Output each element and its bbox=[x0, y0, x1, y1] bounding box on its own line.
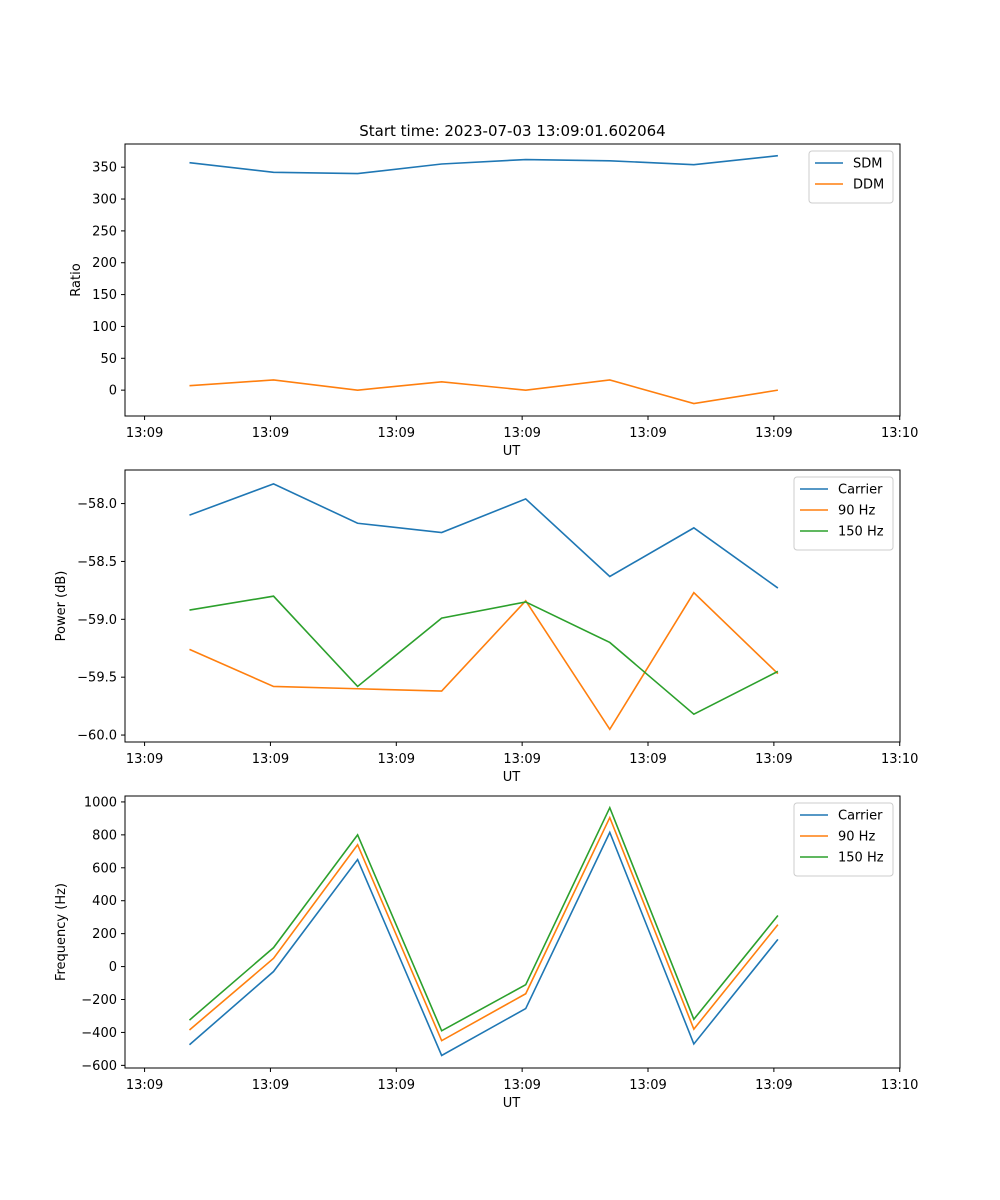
y-tick-label: 600 bbox=[92, 861, 117, 876]
x-axis-label: UT bbox=[503, 770, 521, 785]
y-tick-label: 150 bbox=[92, 288, 117, 303]
y-tick-label: 0 bbox=[109, 384, 117, 399]
x-tick-label: 13:10 bbox=[881, 1078, 918, 1093]
x-tick-label: 13:09 bbox=[503, 426, 540, 441]
legend-label: 90 Hz bbox=[838, 830, 875, 845]
axes-background bbox=[125, 144, 900, 416]
y-tick-label: 200 bbox=[92, 256, 117, 271]
y-tick-label: 50 bbox=[100, 352, 117, 367]
legend-frame bbox=[808, 150, 894, 204]
y-tick-label: 250 bbox=[92, 224, 117, 239]
y-tick-label: 200 bbox=[92, 927, 117, 942]
series-line-carrier bbox=[188, 830, 779, 1057]
x-tick-label: 13:09 bbox=[378, 1078, 415, 1093]
x-tick-label: 13:09 bbox=[503, 752, 540, 767]
x-tick-label: 13:10 bbox=[881, 752, 918, 767]
y-tick-label: −60.0 bbox=[77, 729, 117, 744]
figure-title: Start time: 2023-07-03 13:09:01.602064 bbox=[359, 122, 665, 140]
legend: Carrier 90 Hz 150 Hz bbox=[793, 476, 894, 551]
y-axis-label: Ratio bbox=[69, 263, 84, 296]
chart-1: 13:09 13:09 13:09 13:09 13:09 13:09 13:10 0 50 10… bbox=[69, 143, 918, 459]
y-tick-label: −58.0 bbox=[77, 497, 117, 512]
legend: SDM DDM bbox=[808, 150, 894, 204]
x-tick-label: 13:09 bbox=[755, 426, 792, 441]
legend-label: 150 Hz bbox=[838, 525, 884, 540]
x-tick-label: 13:09 bbox=[126, 1078, 163, 1093]
x-tick-label: 13:09 bbox=[378, 426, 415, 441]
y-tick-label: −200 bbox=[81, 993, 117, 1008]
y-tick-label: −59.5 bbox=[77, 671, 117, 686]
series-line-150-hz bbox=[189, 595, 779, 716]
x-tick-label: 13:09 bbox=[126, 752, 163, 767]
legend-label: SDM bbox=[853, 157, 882, 172]
y-tick-label: −58.5 bbox=[77, 555, 117, 570]
series-line-150-hz bbox=[188, 805, 779, 1032]
y-tick-label: −400 bbox=[81, 1026, 117, 1041]
x-tick-label: 13:09 bbox=[629, 426, 666, 441]
y-axis-label: Power (dB) bbox=[54, 571, 69, 642]
series-line-ddm bbox=[189, 379, 779, 405]
x-tick-label: 13:09 bbox=[755, 752, 792, 767]
axes-frame bbox=[124, 143, 901, 417]
legend-label: 90 Hz bbox=[838, 504, 875, 519]
x-tick-label: 13:09 bbox=[252, 426, 289, 441]
y-tick-label: −600 bbox=[81, 1059, 117, 1074]
y-tick-label: 0 bbox=[109, 960, 117, 975]
chart-3: 13:09 13:09 13:09 13:09 13:09 13:09 13:10 −600 −… bbox=[54, 795, 918, 1111]
series-line-90-hz bbox=[189, 591, 779, 731]
series-line-carrier bbox=[189, 483, 779, 589]
chart-2: 13:09 13:09 13:09 13:09 13:09 13:09 13:10 −60.0… bbox=[54, 469, 918, 785]
x-tick-label: 13:09 bbox=[378, 752, 415, 767]
y-tick-label: 1000 bbox=[84, 795, 117, 810]
legend-label: 150 Hz bbox=[838, 851, 884, 866]
x-tick-label: 13:09 bbox=[503, 1078, 540, 1093]
y-tick-label: 350 bbox=[92, 161, 117, 176]
y-axis-label: Frequency (Hz) bbox=[54, 883, 69, 981]
x-axis-label: UT bbox=[503, 444, 521, 459]
legend-label: Carrier bbox=[838, 483, 883, 498]
y-tick-label: 300 bbox=[92, 193, 117, 208]
axes-frame bbox=[124, 469, 901, 743]
x-tick-label: 13:10 bbox=[881, 426, 918, 441]
x-axis-label: UT bbox=[503, 1096, 521, 1111]
y-tick-label: 400 bbox=[92, 894, 117, 909]
x-tick-label: 13:09 bbox=[629, 752, 666, 767]
series-line-90-hz bbox=[188, 815, 779, 1042]
y-tick-label: 800 bbox=[92, 828, 117, 843]
legend-label: Carrier bbox=[838, 809, 883, 824]
legend-label: DDM bbox=[853, 178, 884, 193]
axes-background bbox=[125, 796, 900, 1068]
legend: Carrier 90 Hz 150 Hz bbox=[793, 802, 894, 877]
x-tick-label: 13:09 bbox=[629, 1078, 666, 1093]
x-tick-label: 13:09 bbox=[126, 426, 163, 441]
x-tick-label: 13:09 bbox=[252, 1078, 289, 1093]
y-tick-label: −59.0 bbox=[77, 613, 117, 628]
series-line-sdm bbox=[189, 154, 778, 175]
axes-background bbox=[125, 470, 900, 742]
axes-frame bbox=[124, 795, 901, 1069]
x-tick-label: 13:09 bbox=[755, 1078, 792, 1093]
plots-group: 13:09 13:09 13:09 13:09 13:09 13:09 13:10 0 50 10… bbox=[54, 143, 918, 1111]
y-tick-label: 100 bbox=[92, 320, 117, 335]
x-tick-label: 13:09 bbox=[252, 752, 289, 767]
